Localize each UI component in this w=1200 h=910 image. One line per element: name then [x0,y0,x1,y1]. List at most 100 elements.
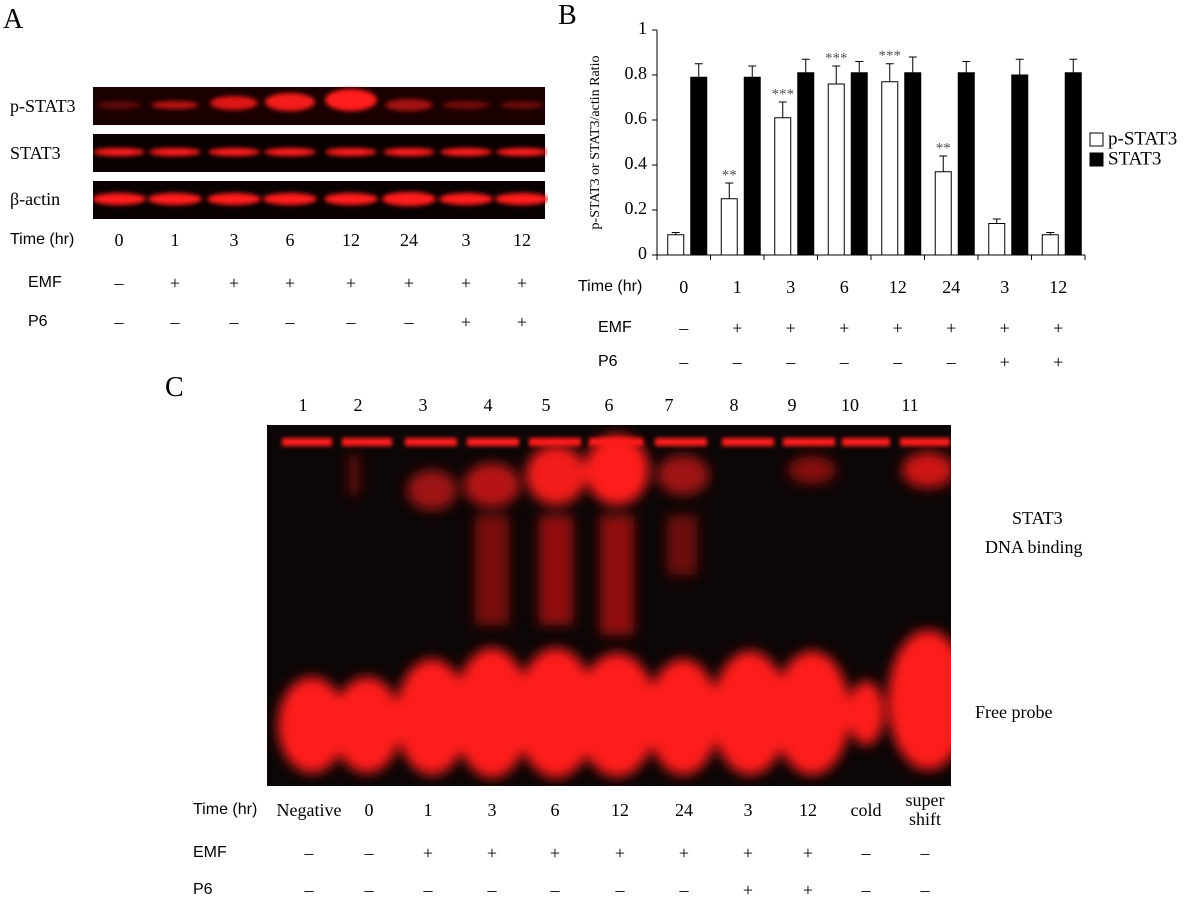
time-label: Negative [276,800,342,820]
condition-mark: – [679,318,689,338]
condition-mark: + [732,318,743,338]
x-tick-label: 24 [942,277,961,297]
time-label: 0 [114,230,124,250]
row-label: Time (hr) [10,231,75,248]
error-bar [832,65,841,84]
condition-mark: + [839,318,850,338]
legend-label: STAT3 [1108,148,1161,169]
condition-mark: + [946,318,957,338]
row-label: P6 [193,881,213,898]
y-tick-label: 0.8 [625,63,648,83]
bar [988,223,1006,256]
time-label: 3 [461,230,471,250]
row-label: Time (hr) [193,801,258,818]
error-bar [855,61,864,73]
significance-label: *** [879,48,902,64]
condition-mark: – [893,352,903,372]
condition-mark: + [1053,352,1064,372]
bar [797,72,815,256]
legend-swatch [1089,132,1104,147]
error-bar [1015,58,1024,75]
condition-mark: + [802,880,814,900]
time-label: 1 [423,800,433,820]
condition-mark: – [229,312,239,332]
x-tick-label: 1 [732,277,742,297]
legend-label: p-STAT3 [1108,128,1177,149]
lane-number: 11 [901,395,919,415]
condition-mark: – [423,880,433,900]
lane-number: 8 [729,395,739,415]
time-label: 12 [513,230,531,250]
condition-mark: + [742,843,754,863]
band-label: DNA binding [985,537,1083,557]
condition-mark: – [114,312,124,332]
time-label: 3 [229,230,239,250]
x-tick-label: 0 [679,277,689,297]
condition-mark: – [487,880,497,900]
condition-mark: – [364,843,374,863]
bar [827,83,845,256]
condition-mark: + [228,273,240,293]
error-bar [801,58,810,73]
band-label: STAT3 [1012,508,1063,528]
condition-mark: – [946,352,956,372]
bar [904,72,922,256]
panel-label: A [3,4,24,35]
lane-number: 2 [353,395,363,415]
significance-label: *** [825,50,848,66]
bar [743,76,761,256]
time-label: cold [850,800,882,820]
western-blot [93,87,548,219]
gel-free-probe [278,630,951,778]
significance-label: ** [722,167,737,183]
condition-mark: + [460,273,472,293]
time-label: 12 [342,230,360,250]
condition-mark: – [364,880,374,900]
condition-mark: + [999,318,1010,338]
condition-mark: – [550,880,560,900]
time-label: 6 [550,800,560,820]
error-bar [908,56,917,73]
condition-mark: + [169,273,181,293]
error-bar [1046,232,1055,235]
y-axis-label: p-STAT3 or STAT3/actin Ratio [588,56,603,230]
bar [1064,72,1082,256]
emsa-gel [267,425,951,786]
lane-number: 10 [841,395,859,415]
time-label: 12 [799,800,817,820]
error-bar [1069,58,1078,73]
significance-label: ** [936,140,951,156]
lane-number: 7 [664,395,674,415]
error-bar [748,65,757,78]
blot-label: β-actin [10,189,61,209]
condition-mark: + [892,318,903,338]
condition-mark: + [999,352,1010,372]
condition-mark: + [345,273,357,293]
x-tick-label: 12 [888,277,907,297]
condition-mark: + [1053,318,1064,338]
condition-mark: + [802,843,814,863]
time-label: super shift [905,790,945,829]
condition-mark: + [284,273,296,293]
condition-mark: – [615,880,625,900]
bar [774,117,792,256]
bar [667,234,685,256]
lane-number: 5 [541,395,551,415]
condition-mark: – [346,312,356,332]
error-bar [778,101,787,118]
bar [1041,234,1059,256]
bar [934,171,952,256]
time-label: 3 [743,800,753,820]
condition-mark: – [404,312,414,332]
condition-mark: – [861,843,871,863]
time-label: 24 [675,800,693,820]
condition-mark: + [403,273,415,293]
condition-mark: – [304,880,314,900]
lane-number: 4 [483,395,493,415]
condition-mark: – [920,880,930,900]
condition-mark: + [516,273,528,293]
x-tick-label: 3 [1000,277,1010,297]
condition-mark: + [742,880,754,900]
error-bar [725,182,734,199]
condition-mark: – [732,352,742,372]
